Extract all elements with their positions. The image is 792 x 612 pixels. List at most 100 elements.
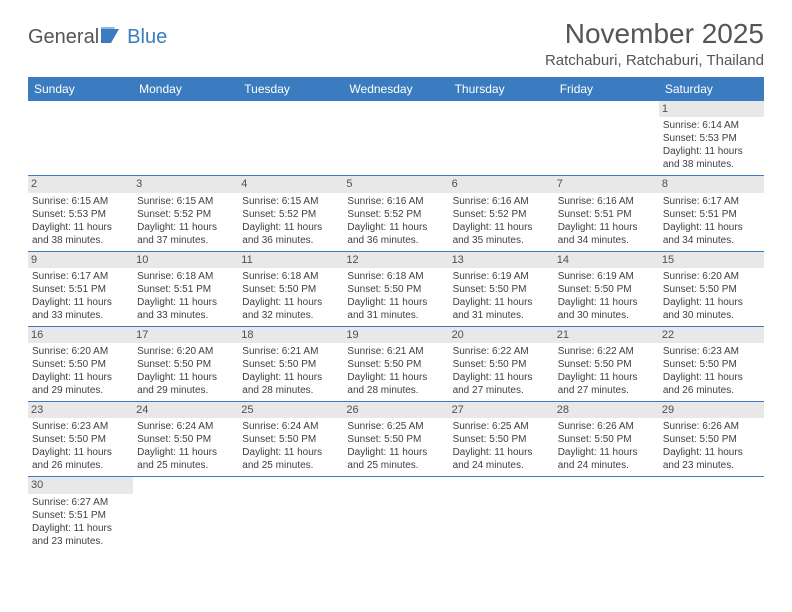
cell-text: Sunset: 5:50 PM xyxy=(242,283,339,296)
calendar-cell: 9Sunrise: 6:17 AMSunset: 5:51 PMDaylight… xyxy=(28,251,133,326)
cell-text: Sunset: 5:50 PM xyxy=(137,358,234,371)
cell-text: Daylight: 11 hours xyxy=(32,296,129,309)
cell-text: Sunrise: 6:20 AM xyxy=(663,270,760,283)
cell-text: and 24 minutes. xyxy=(558,459,655,472)
day-number: 10 xyxy=(133,252,238,268)
cell-text: Sunrise: 6:23 AM xyxy=(32,420,129,433)
day-number: 14 xyxy=(554,252,659,268)
calendar-cell-empty xyxy=(28,101,133,176)
cell-text: Sunrise: 6:26 AM xyxy=(558,420,655,433)
cell-text: and 27 minutes. xyxy=(558,384,655,397)
calendar-cell-empty xyxy=(133,101,238,176)
calendar-cell: 2Sunrise: 6:15 AMSunset: 5:53 PMDaylight… xyxy=(28,176,133,251)
cell-text: Daylight: 11 hours xyxy=(453,371,550,384)
cell-text: and 29 minutes. xyxy=(32,384,129,397)
day-number: 7 xyxy=(554,176,659,192)
cell-text: Daylight: 11 hours xyxy=(347,446,444,459)
cell-text: Sunset: 5:50 PM xyxy=(347,433,444,446)
day-number: 4 xyxy=(238,176,343,192)
calendar-cell: 30Sunrise: 6:27 AMSunset: 5:51 PMDayligh… xyxy=(28,477,133,552)
location-text: Ratchaburi, Ratchaburi, Thailand xyxy=(545,52,764,69)
cell-text: Sunrise: 6:18 AM xyxy=(242,270,339,283)
cell-text: Sunrise: 6:19 AM xyxy=(558,270,655,283)
cell-text: Daylight: 11 hours xyxy=(32,221,129,234)
cell-text: and 30 minutes. xyxy=(663,309,760,322)
cell-text: and 38 minutes. xyxy=(32,234,129,247)
cell-text: Sunrise: 6:15 AM xyxy=(242,195,339,208)
title-block: November 2025 Ratchaburi, Ratchaburi, Th… xyxy=(545,18,764,69)
calendar-cell-empty xyxy=(449,101,554,176)
cell-text: and 25 minutes. xyxy=(137,459,234,472)
cell-text: and 26 minutes. xyxy=(663,384,760,397)
weekday-header: Friday xyxy=(554,77,659,101)
cell-text: Sunrise: 6:16 AM xyxy=(453,195,550,208)
cell-text: Daylight: 11 hours xyxy=(663,371,760,384)
cell-text: Sunset: 5:50 PM xyxy=(242,433,339,446)
cell-text: Sunrise: 6:15 AM xyxy=(32,195,129,208)
cell-text: Daylight: 11 hours xyxy=(453,446,550,459)
day-number: 21 xyxy=(554,327,659,343)
cell-text: and 31 minutes. xyxy=(453,309,550,322)
calendar-cell-empty xyxy=(238,101,343,176)
calendar-cell-empty xyxy=(133,477,238,552)
cell-text: and 32 minutes. xyxy=(242,309,339,322)
cell-text: and 24 minutes. xyxy=(453,459,550,472)
cell-text: and 28 minutes. xyxy=(347,384,444,397)
calendar-cell-empty xyxy=(449,477,554,552)
cell-text: Sunrise: 6:16 AM xyxy=(558,195,655,208)
cell-text: Sunset: 5:50 PM xyxy=(453,433,550,446)
day-number: 17 xyxy=(133,327,238,343)
calendar-cell: 10Sunrise: 6:18 AMSunset: 5:51 PMDayligh… xyxy=(133,251,238,326)
calendar-cell: 8Sunrise: 6:17 AMSunset: 5:51 PMDaylight… xyxy=(659,176,764,251)
calendar-cell-empty xyxy=(659,477,764,552)
cell-text: Sunrise: 6:24 AM xyxy=(137,420,234,433)
calendar-cell: 16Sunrise: 6:20 AMSunset: 5:50 PMDayligh… xyxy=(28,326,133,401)
weekday-header: Sunday xyxy=(28,77,133,101)
day-number: 20 xyxy=(449,327,554,343)
day-number: 3 xyxy=(133,176,238,192)
logo-text-general: General xyxy=(28,26,99,49)
calendar-cell: 11Sunrise: 6:18 AMSunset: 5:50 PMDayligh… xyxy=(238,251,343,326)
day-number: 11 xyxy=(238,252,343,268)
cell-text: Daylight: 11 hours xyxy=(663,446,760,459)
cell-text: Daylight: 11 hours xyxy=(453,221,550,234)
calendar-row: 1Sunrise: 6:14 AMSunset: 5:53 PMDaylight… xyxy=(28,101,764,176)
calendar-cell: 3Sunrise: 6:15 AMSunset: 5:52 PMDaylight… xyxy=(133,176,238,251)
cell-text: and 27 minutes. xyxy=(453,384,550,397)
calendar-cell: 24Sunrise: 6:24 AMSunset: 5:50 PMDayligh… xyxy=(133,402,238,477)
cell-text: and 36 minutes. xyxy=(242,234,339,247)
calendar-table: Sunday Monday Tuesday Wednesday Thursday… xyxy=(28,77,764,552)
cell-text: Sunrise: 6:21 AM xyxy=(347,345,444,358)
cell-text: Sunset: 5:50 PM xyxy=(558,283,655,296)
day-number: 27 xyxy=(449,402,554,418)
cell-text: Sunrise: 6:26 AM xyxy=(663,420,760,433)
cell-text: Sunrise: 6:23 AM xyxy=(663,345,760,358)
cell-text: Sunset: 5:51 PM xyxy=(32,283,129,296)
day-number: 24 xyxy=(133,402,238,418)
day-number: 28 xyxy=(554,402,659,418)
day-number: 30 xyxy=(28,477,133,493)
cell-text: and 37 minutes. xyxy=(137,234,234,247)
calendar-row: 23Sunrise: 6:23 AMSunset: 5:50 PMDayligh… xyxy=(28,402,764,477)
day-number: 6 xyxy=(449,176,554,192)
calendar-cell-empty xyxy=(343,101,448,176)
weekday-header: Saturday xyxy=(659,77,764,101)
cell-text: Sunrise: 6:22 AM xyxy=(558,345,655,358)
calendar-cell: 17Sunrise: 6:20 AMSunset: 5:50 PMDayligh… xyxy=(133,326,238,401)
cell-text: Sunset: 5:51 PM xyxy=(663,208,760,221)
cell-text: Daylight: 11 hours xyxy=(453,296,550,309)
cell-text: Daylight: 11 hours xyxy=(347,296,444,309)
calendar-row: 16Sunrise: 6:20 AMSunset: 5:50 PMDayligh… xyxy=(28,326,764,401)
weekday-header: Tuesday xyxy=(238,77,343,101)
day-number: 8 xyxy=(659,176,764,192)
month-title: November 2025 xyxy=(545,18,764,50)
cell-text: Sunrise: 6:18 AM xyxy=(347,270,444,283)
day-number: 5 xyxy=(343,176,448,192)
weekday-header: Wednesday xyxy=(343,77,448,101)
cell-text: Daylight: 11 hours xyxy=(32,371,129,384)
cell-text: and 29 minutes. xyxy=(137,384,234,397)
calendar-cell: 28Sunrise: 6:26 AMSunset: 5:50 PMDayligh… xyxy=(554,402,659,477)
cell-text: Sunrise: 6:18 AM xyxy=(137,270,234,283)
cell-text: Sunset: 5:50 PM xyxy=(347,358,444,371)
calendar-cell: 12Sunrise: 6:18 AMSunset: 5:50 PMDayligh… xyxy=(343,251,448,326)
